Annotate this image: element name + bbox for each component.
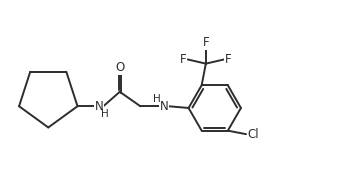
Text: F: F bbox=[180, 53, 186, 66]
Text: H: H bbox=[101, 109, 109, 119]
Text: N: N bbox=[95, 100, 104, 113]
Text: O: O bbox=[115, 61, 124, 74]
Text: F: F bbox=[225, 53, 232, 66]
Text: F: F bbox=[202, 36, 209, 49]
Text: H: H bbox=[153, 94, 161, 103]
Text: Cl: Cl bbox=[248, 128, 260, 141]
Text: N: N bbox=[160, 100, 169, 113]
